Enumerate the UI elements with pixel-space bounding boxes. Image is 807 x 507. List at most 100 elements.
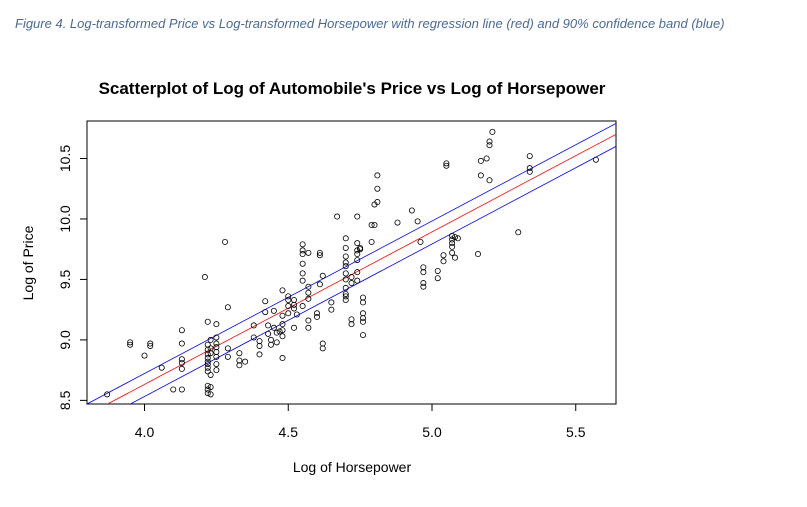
data-point [313,313,320,320]
data-point [279,333,286,340]
y-tick-label: 10.0 [57,205,73,232]
y-axis-label: Log of Price [20,225,36,300]
data-point [483,155,490,162]
data-point [270,307,277,314]
data-point [224,353,231,360]
figure-caption: Figure 4. Log-transformed Price vs Log-t… [15,16,725,31]
data-point [221,238,228,245]
data-point [204,364,211,371]
data-point [342,296,349,303]
data-point [342,263,349,270]
data-point [178,359,185,366]
data-point [359,332,366,339]
data-point [262,298,269,305]
data-point [299,247,306,254]
x-axis: 4.0 4.5 5.0 5.5 [135,404,586,440]
data-point [348,316,355,323]
data-point [293,311,300,318]
data-point [420,283,427,290]
data-point [414,218,421,225]
data-point [440,252,447,259]
data-point [451,234,458,241]
data-point [207,336,214,343]
data-point [204,351,211,358]
data-point [207,384,214,391]
data-point [256,342,263,349]
data-point [204,318,211,325]
data-point [141,352,148,359]
data-point [526,165,533,172]
data-point [213,353,220,360]
data-point [374,185,381,192]
data-point [374,172,381,179]
data-point [285,303,292,310]
data-point [359,299,366,306]
data-point [394,219,401,226]
data-point [204,390,211,397]
data-point [359,294,366,301]
data-point [359,318,366,325]
data-point [204,361,211,368]
data-point [342,270,349,277]
data-point [204,368,211,375]
data-point [342,259,349,266]
data-point [178,340,185,347]
data-point [420,280,427,287]
data-point [342,293,349,300]
data-point [207,391,214,398]
data-point [256,351,263,358]
data-point [348,274,355,281]
y-axis: 8.5 9.0 9.5 10.0 10.5 [57,145,87,410]
data-point [158,364,165,371]
data-point [127,341,134,348]
data-point [299,303,306,310]
data-point [342,290,349,297]
data-point [170,386,177,393]
band-upper-line [87,123,616,404]
data-point [305,295,312,302]
data-point [449,232,456,239]
x-tick-label: 5.0 [422,424,442,440]
data-point [354,213,361,220]
x-tick-label: 4.0 [135,424,155,440]
data-point [328,299,335,306]
data-point [256,338,263,345]
data-point [285,310,292,317]
data-point [526,168,533,175]
y-tick-label: 10.5 [57,145,73,172]
data-point [305,289,312,296]
data-point [267,336,274,343]
data-point [178,356,185,363]
data-point [236,350,243,357]
data-point [371,222,378,229]
data-point [354,277,361,284]
data-point [368,238,375,245]
data-point [342,235,349,242]
data-point [213,340,220,347]
data-point [420,269,427,276]
data-point [443,160,450,167]
data-point [515,229,522,236]
x-tick-label: 4.5 [279,424,299,440]
data-point [319,272,326,279]
confidence-band [87,123,616,404]
data-point [305,324,312,331]
data-point [279,321,286,328]
data-point [449,249,456,256]
data-point [374,199,381,206]
data-point [207,350,214,357]
data-point [213,348,220,355]
data-point [213,334,220,341]
band-lower-line [129,146,616,404]
data-point [204,358,211,365]
data-point [267,341,274,348]
data-point [489,128,496,135]
data-point [354,240,361,247]
data-point [359,310,366,317]
data-point [299,241,306,248]
data-point [316,281,323,288]
data-point [342,276,349,283]
data-point [434,267,441,274]
plot-frame [86,120,617,405]
